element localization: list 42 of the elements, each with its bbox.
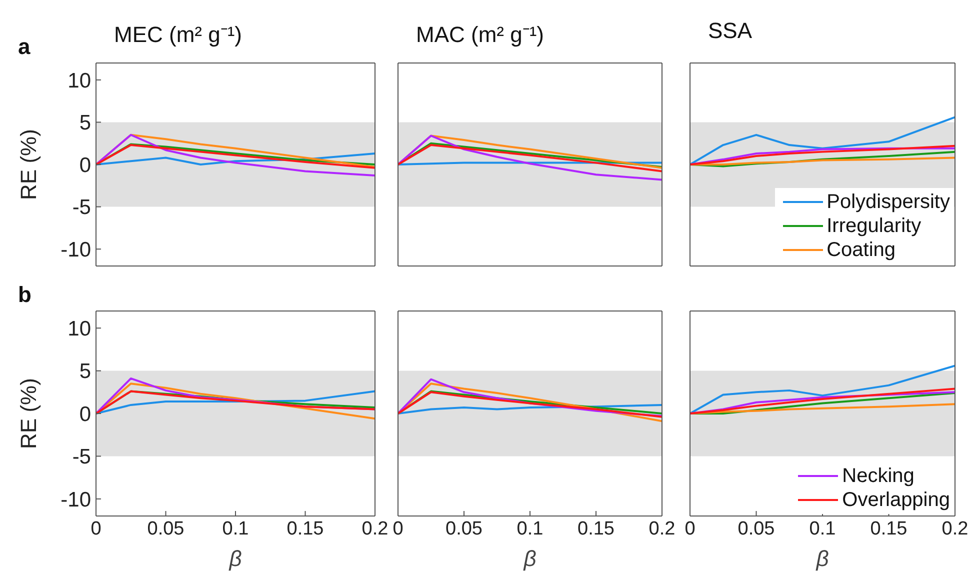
x-tick-label: 0.15 <box>870 518 908 540</box>
legend-label: Polydispersity <box>826 190 950 214</box>
y-tick-label: 0 <box>79 154 91 177</box>
x-tick-label: 0.15 <box>578 518 614 540</box>
x-axis-title: β <box>228 546 242 571</box>
y-tick-label: 10 <box>68 69 91 92</box>
x-tick-label: 0.05 <box>147 518 184 540</box>
x-tick-label: 0.2 <box>648 518 676 540</box>
legend-label: Irregularity <box>826 214 922 238</box>
y-tick-label: -10 <box>60 488 91 512</box>
x-tick-label: 0.2 <box>362 518 388 540</box>
x-tick-label: 0 <box>684 518 696 540</box>
x-axis-title: β <box>815 546 830 571</box>
x-axis-title: β <box>522 546 537 571</box>
x-tick-label: 0.05 <box>446 518 482 540</box>
text: b <box>18 282 32 308</box>
x-tick-label: 0.1 <box>516 518 544 540</box>
y-tick-label: -5 <box>72 446 91 469</box>
y-tick-label: 0 <box>79 402 91 426</box>
y-tick-label: -5 <box>72 196 91 220</box>
x-tick-label: 0 <box>392 518 404 540</box>
x-tick-label: 0.15 <box>286 518 324 540</box>
x-tick-label: 0.2 <box>942 518 968 540</box>
y-axis-title: RE (%) <box>16 378 41 449</box>
legend-label: Overlapping <box>842 488 950 512</box>
text: a <box>18 34 30 60</box>
x-tick-label: 0.1 <box>222 518 249 540</box>
x-tick-label: 0.1 <box>809 518 836 540</box>
chart-title: MAC (m² g⁻¹) <box>416 21 544 48</box>
chart-title: SSA <box>708 18 752 44</box>
legend-label: Necking <box>842 464 914 488</box>
line-series <box>96 390 375 414</box>
line-series <box>96 152 375 166</box>
y-axis-title: RE (%) <box>16 129 41 200</box>
y-tick-label: 5 <box>79 360 91 384</box>
legend-label: Coating <box>826 238 896 262</box>
y-tick-label: 10 <box>68 318 91 341</box>
y-tick-label: 5 <box>79 112 91 135</box>
line-series <box>96 134 375 176</box>
chart-title: MEC (m² g⁻¹) <box>114 21 242 48</box>
y-tick-label: -10 <box>60 238 91 262</box>
x-tick-label: 0.05 <box>738 518 775 540</box>
